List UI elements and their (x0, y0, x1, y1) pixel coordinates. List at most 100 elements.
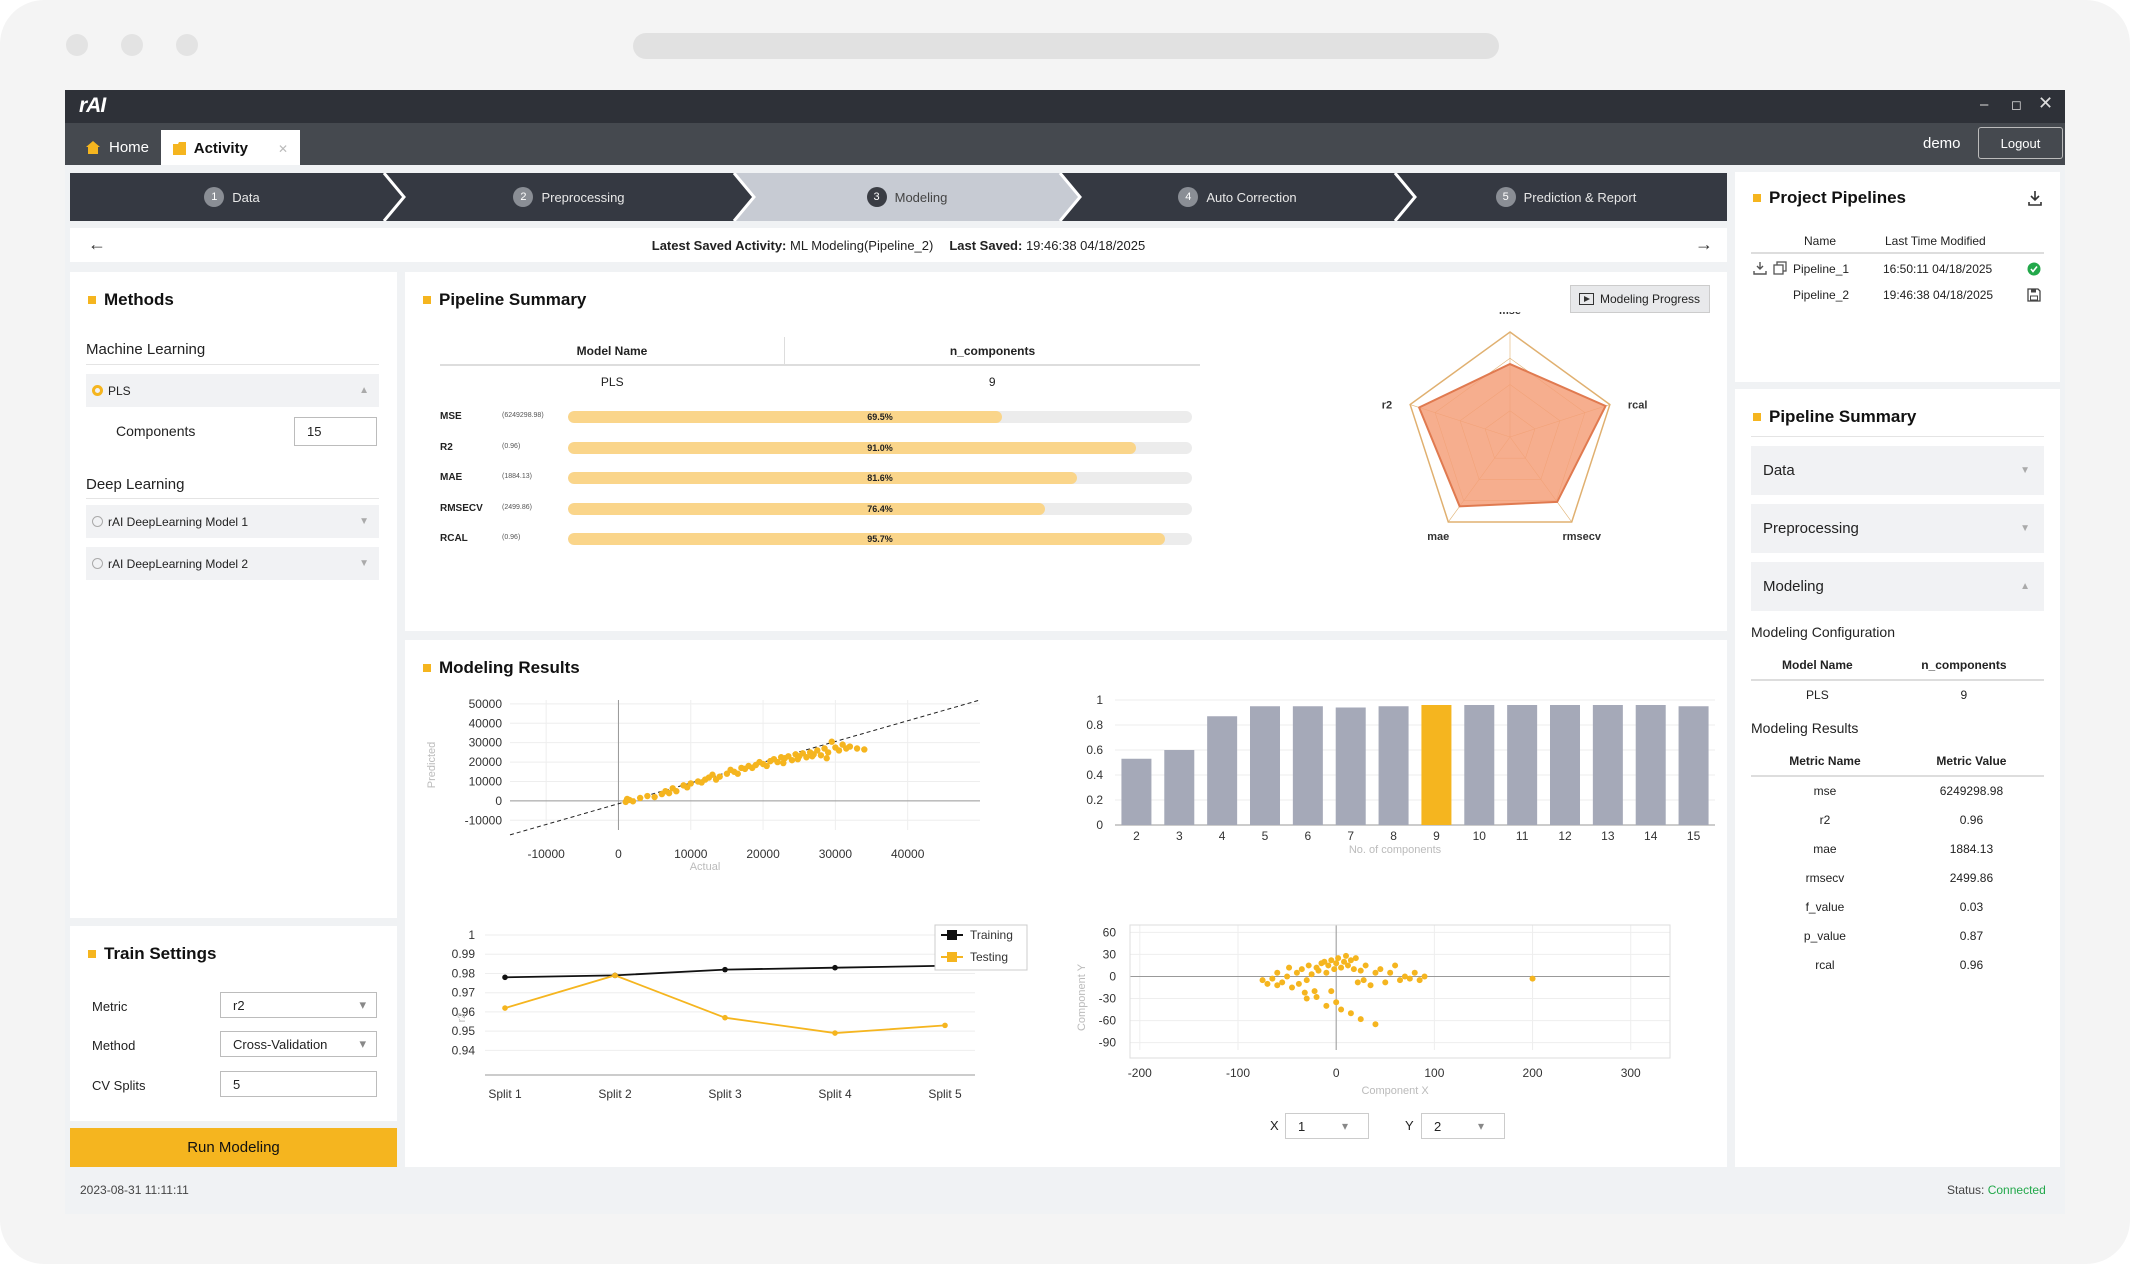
dl2-radio[interactable] (92, 558, 103, 569)
step-prediction-report[interactable]: 5 Prediction & Report (1405, 173, 1727, 221)
save-icon[interactable] (2027, 288, 2041, 302)
steps-background (382, 173, 1417, 221)
copy-icon[interactable] (1773, 261, 1787, 275)
accordion-modeling[interactable]: Modeling ▲ (1751, 562, 2044, 611)
scatter-point (1335, 955, 1342, 962)
step-preprocessing[interactable]: 2 Preprocessing (394, 173, 744, 221)
right-summary-title: Pipeline Summary (1753, 407, 1916, 427)
x-tick-label: 0 (615, 847, 622, 861)
scatter-point (1293, 969, 1300, 976)
config-col-model: Model Name (1751, 650, 1884, 681)
method-dl-model-2[interactable]: rAI DeepLearning Model 2 ▼ (86, 547, 379, 580)
window-dot-minimize[interactable] (121, 34, 143, 56)
radar-axis-label: rmsecv (1562, 531, 1601, 543)
chevron-down-icon: ▼ (2020, 523, 2030, 534)
results-row: rcal 0.96 (1751, 950, 2044, 979)
step-data[interactable]: 1 Data (70, 173, 394, 221)
identity-line (509, 699, 981, 836)
app-window: rAI – ◻ ✕ Home Activity ✕ demo Logout (65, 90, 2065, 1214)
modeling-config-title: Modeling Configuration (1751, 624, 1895, 640)
method-dl-model-1[interactable]: rAI DeepLearning Model 1 ▼ (86, 505, 379, 538)
check-circle-icon (2027, 262, 2041, 276)
forward-arrow-icon[interactable]: → (1695, 234, 1713, 254)
method-pls[interactable]: PLS ▲ (86, 374, 379, 407)
col-model-name: Model Name (440, 337, 786, 366)
components-input[interactable]: 15 (294, 417, 377, 446)
scatter-point (1301, 989, 1308, 996)
modeling-progress-button[interactable]: Modeling Progress (1570, 285, 1710, 313)
scatter-point (1360, 977, 1367, 984)
dl1-radio[interactable] (92, 516, 103, 527)
pls-radio[interactable] (92, 385, 103, 396)
run-modeling-button[interactable]: Run Modeling (70, 1128, 397, 1167)
chevron-down-icon: ▼ (359, 516, 369, 527)
scatter-point (780, 759, 787, 767)
config-col-ncomp: n_components (1883, 650, 2044, 681)
metric-select[interactable]: r2 (220, 992, 377, 1018)
latest-activity: Latest Saved Activity: ML Modeling(Pipel… (651, 237, 934, 253)
window-dot-close[interactable] (66, 34, 88, 56)
download-pipeline-icon[interactable] (1753, 261, 1767, 275)
close-icon[interactable]: ✕ (2038, 93, 2054, 113)
cv-splits-label: CV Splits (92, 1078, 146, 1093)
step-auto-correction[interactable]: 4 Auto Correction (1070, 173, 1405, 221)
maximize-icon[interactable]: ◻ (2011, 97, 2022, 112)
tab-home[interactable]: Home (73, 130, 162, 165)
metric-percent: 91.0% (867, 442, 893, 453)
window-dot-maximize[interactable] (176, 34, 198, 56)
scatter-point (1372, 1021, 1379, 1028)
y-tick-label: 60 (1103, 925, 1117, 939)
y-tick-label: 50000 (469, 697, 503, 711)
back-arrow-icon[interactable]: ← (88, 234, 106, 254)
x-tick-label: -200 (1128, 1066, 1152, 1080)
ml-heading: Machine Learning (86, 341, 206, 358)
logout-button[interactable]: Logout (1978, 127, 2063, 159)
scatter-point (1357, 1016, 1364, 1023)
tab-close-icon[interactable]: ✕ (277, 141, 288, 156)
scatter-point (1321, 958, 1328, 965)
components-bar-chart: 1 0.8 0.6 0.4 0.2 0 2 3 4 5 6 7 8 9 10 11 12 13 14 15 No. of… (1086, 693, 1715, 856)
methods-title: Methods (88, 290, 174, 310)
series-point (502, 1005, 508, 1011)
x-component-select[interactable]: 1 (1285, 1113, 1369, 1139)
series-point (722, 1014, 728, 1021)
x-select-label: X (1270, 1118, 1279, 1133)
scatter-point (824, 749, 832, 756)
tab-activity[interactable]: Activity ✕ (161, 130, 300, 165)
cv-splits-input[interactable]: 5 (220, 1071, 377, 1097)
metric-bar-row: RCAL (0.96) 95.7% (440, 530, 1200, 550)
metric-fill (568, 472, 1078, 484)
minimize-icon[interactable]: – (1980, 96, 1989, 113)
scatter-point (1305, 962, 1312, 969)
scatter-point (1274, 982, 1281, 989)
tab-bar: Home Activity ✕ demo Logout (65, 123, 2065, 165)
save-status-bar: ← Latest Saved Activity: ML Modeling(Pip… (70, 228, 1727, 262)
address-bar[interactable] (633, 33, 1499, 59)
metric-value: (0.96) (502, 534, 521, 541)
scatter-point (636, 794, 644, 802)
accordion-data[interactable]: Data ▼ (1751, 446, 2044, 495)
dl-heading: Deep Learning (86, 476, 185, 493)
y-tick-label: 0.99 (452, 947, 476, 961)
title-bar: rAI – ◻ ✕ (65, 90, 2065, 123)
scatter-point (1323, 969, 1330, 976)
x-axis-label: Component X (1361, 1085, 1429, 1097)
y-tick-label: 0.2 (1086, 793, 1103, 807)
scatter-point (623, 795, 631, 803)
legend-marker (947, 930, 957, 940)
metric-fill (568, 411, 1002, 423)
cv-splits-line-chart: 1 0.99 0.98 0.97 0.96 0.95 0.94 Split 1 Split 2 S… (452, 924, 1028, 1101)
result-metric-name: f_value (1805, 899, 1845, 914)
step-modeling[interactable]: 3 Modeling (744, 173, 1070, 221)
accordion-preprocessing[interactable]: Preprocessing ▼ (1751, 504, 2044, 553)
pipeline-1-name[interactable]: Pipeline_1 (1793, 262, 1850, 276)
scatter-point (817, 752, 825, 759)
scatter-point (1343, 952, 1349, 959)
method-select[interactable]: Cross-Validation (220, 1031, 377, 1057)
download-icon[interactable] (2027, 190, 2043, 206)
result-metric-name: r2 (1819, 812, 1831, 827)
y-component-select[interactable]: 2 (1421, 1113, 1505, 1139)
scatter-point (1328, 957, 1335, 964)
radar-chart: mse rcal rmsecv mae r2 (1382, 312, 1648, 543)
pipeline-2-name[interactable]: Pipeline_2 (1793, 288, 1850, 302)
